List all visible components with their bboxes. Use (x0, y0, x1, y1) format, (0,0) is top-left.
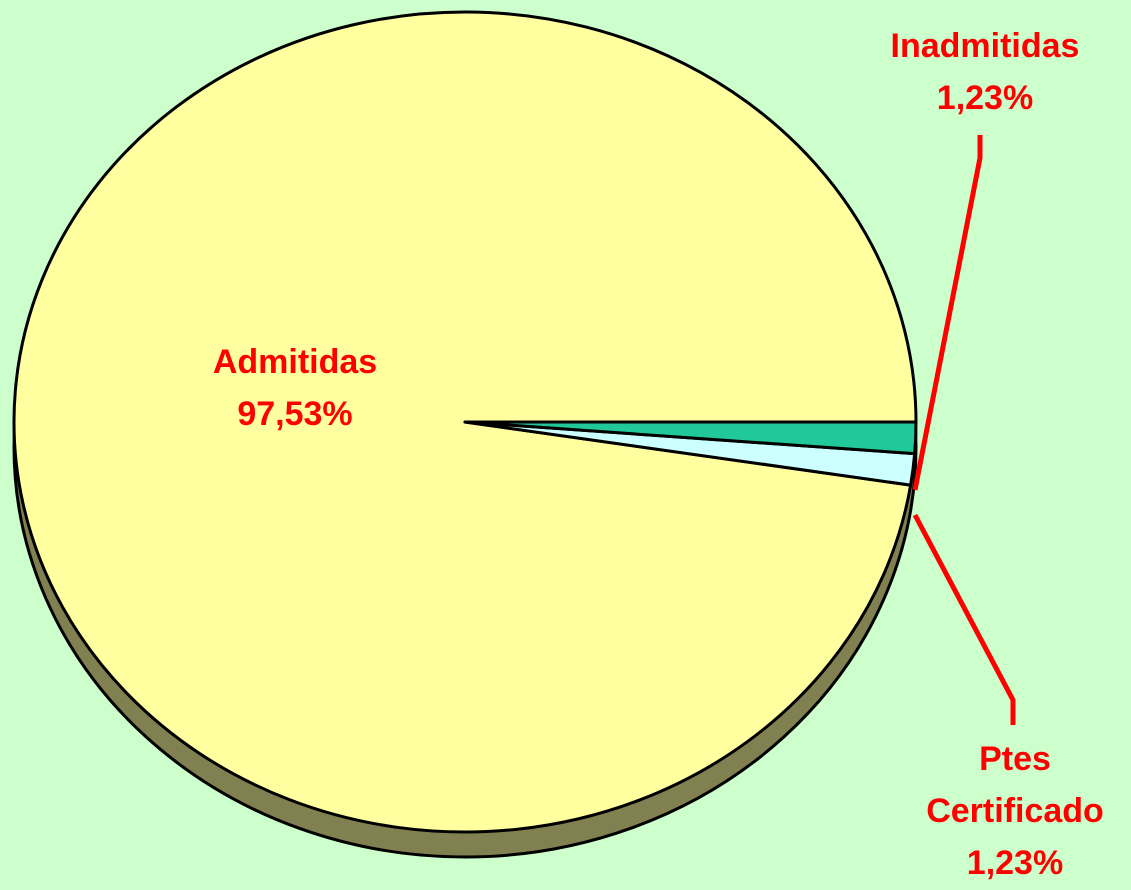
value-label: 1,23% (966, 844, 1064, 882)
slice-label: Inadmitidas 1,23% (855, 20, 1115, 124)
leader-line (912, 513, 1016, 725)
leader-line (912, 135, 983, 491)
category-label: Inadmitidas (890, 27, 1080, 65)
value-label: 1,23% (936, 79, 1034, 117)
slice-label: Admitidas 97,53% (165, 336, 425, 440)
category-label: Admitidas (212, 343, 378, 381)
category-label: Ptes Certificado (926, 740, 1104, 830)
value-label: 97,53% (237, 395, 353, 433)
slice-label: Ptes Certificado 1,23% (895, 733, 1131, 889)
pie-slice (463, 420, 918, 456)
